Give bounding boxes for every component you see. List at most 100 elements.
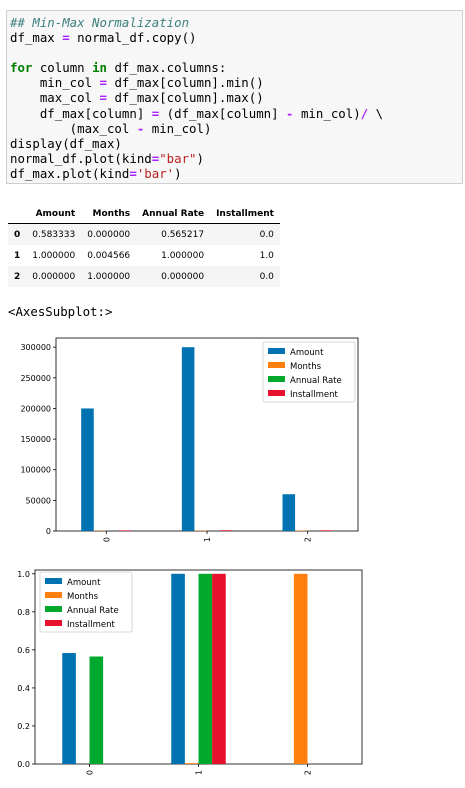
table-cell: 0.000000 [87,229,131,240]
code-token: / [360,105,369,121]
code-token: - [136,120,145,136]
code-token: df_max.columns: [107,60,227,76]
table-header-cell: Amount [26,204,82,224]
code-token: df_max.plot(kind [10,165,130,181]
dataframe-table: Amount Months Annual Rate Installment 0 0.58… [8,204,280,287]
axes-subplot-output: <AxesSubplot:> [8,304,113,319]
row-index-cell: 0 [14,229,21,240]
code-token: max_col [10,90,100,106]
legend-label: Annual Rate [290,376,342,386]
legend-label: Installment [67,620,115,630]
legend-label: Amount [290,348,324,358]
table-row: 0 0.583333 0.000000 0.565217 0.0 [8,223,280,245]
code-token: 'bar' [136,165,175,181]
bar-chart-raw: 0 50000 100000 150000 200000 250000 300000 0 1 2 A… [20,337,359,542]
table-cell: 0.0 [259,271,274,282]
legend-swatch [45,620,62,626]
bar [219,530,233,531]
code-line: display(df_max) [10,136,462,151]
table-cell: 0.000000 [32,271,76,282]
code-token: min_col) [144,120,212,136]
code-token: ) [174,165,182,181]
y-tick-label: 50000 [26,496,51,505]
table-cell: 0.583333 [32,229,76,240]
code-token: normal_df.plot(kind [10,150,152,166]
bar [62,653,76,764]
table-row: 1 1.000000 0.004566 1.000000 1.0 [8,245,280,266]
code-token: (df_max[column] [159,105,287,121]
code-token: = [99,90,107,106]
code-token: "bar" [159,150,197,166]
code-token: column [32,60,93,76]
code-token: for [10,60,33,76]
code-line: (max_col - min_col) [10,121,462,136]
code-token: = [99,75,107,91]
bar [198,573,213,764]
legend-label: Annual Rate [67,606,119,616]
code-token: df_max[column].max() [107,90,264,106]
table-header-cell [8,204,27,224]
code-token: min_col [10,75,100,91]
legend-label: Months [290,362,322,372]
bar-chart-normalized: 0.0 0.2 0.4 0.6 0.8 1.0 0 1 2 Amount Months Annual … [17,569,363,775]
bar [282,494,296,531]
y-tick-label: 250000 [20,374,51,383]
y-tick-label: 0.0 [17,760,30,769]
table-header-cell: Annual Rate [136,204,211,224]
bar [184,763,199,764]
legend-swatch [45,606,62,612]
code-token: df_max[column].min() [107,75,264,91]
code-line: min_col = df_max[column].min() [10,75,462,90]
table-cell: 0.0 [259,229,274,240]
y-tick-label: 0.8 [17,608,30,617]
bar [320,530,333,531]
x-tick-label: 0 [86,770,95,775]
bar [181,347,195,531]
code-token: (max_col [10,120,137,136]
code-line: df_max[column] = (df_max[column] - min_c… [10,106,462,121]
code-token: display(df_max) [10,135,122,151]
row-index-cell: 1 [14,250,21,261]
code-token: df_max[column] [10,105,152,121]
x-tick-label: 1 [195,770,204,775]
bar [171,573,185,764]
table-header-cell: Installment [210,204,280,224]
code-token: - [286,105,294,121]
code-line: for column in df_max.columns: [10,60,462,75]
table-header-cell: Months [81,204,137,224]
code-cell[interactable]: ## Min-Max Normalization df_max = normal_… [6,10,463,184]
table-cell: 1.0 [259,250,274,261]
x-tick-label: 1 [203,537,212,542]
code-token: \ [368,105,384,121]
y-tick-label: 0.6 [17,646,30,655]
y-tick-label: 0 [46,527,51,536]
code-token: ## Min-Max Normalization [10,15,190,30]
code-token: in [92,60,107,76]
bar [212,573,226,764]
legend-swatch [268,348,285,354]
legend-swatch [268,362,285,368]
table-row: 2 0.000000 1.000000 0.000000 0.0 [8,266,280,287]
bar [293,573,308,764]
y-tick-label: 200000 [20,404,51,413]
code-token: df_max [10,30,63,46]
code-token: = [151,150,160,166]
code-token: ) [196,150,204,166]
y-tick-label: 300000 [20,343,51,352]
legend-swatch [268,376,285,382]
legend-swatch [45,592,62,598]
table-cell: 0.565217 [161,229,205,240]
y-tick-label: 1.0 [17,570,30,579]
legend-swatch [268,390,285,396]
code-token: = [129,165,137,181]
table-cell: 1.000000 [87,271,131,282]
code-token: min_col) [293,105,361,121]
legend-label: Months [67,592,99,602]
bar [81,408,94,531]
code-line: df_max.plot(kind='bar') [10,166,462,181]
y-tick-label: 100000 [20,466,51,475]
y-tick-label: 150000 [20,435,51,444]
code-token: = [151,105,160,121]
table-cell: 0.004566 [87,250,131,261]
legend-label: Amount [67,578,101,588]
